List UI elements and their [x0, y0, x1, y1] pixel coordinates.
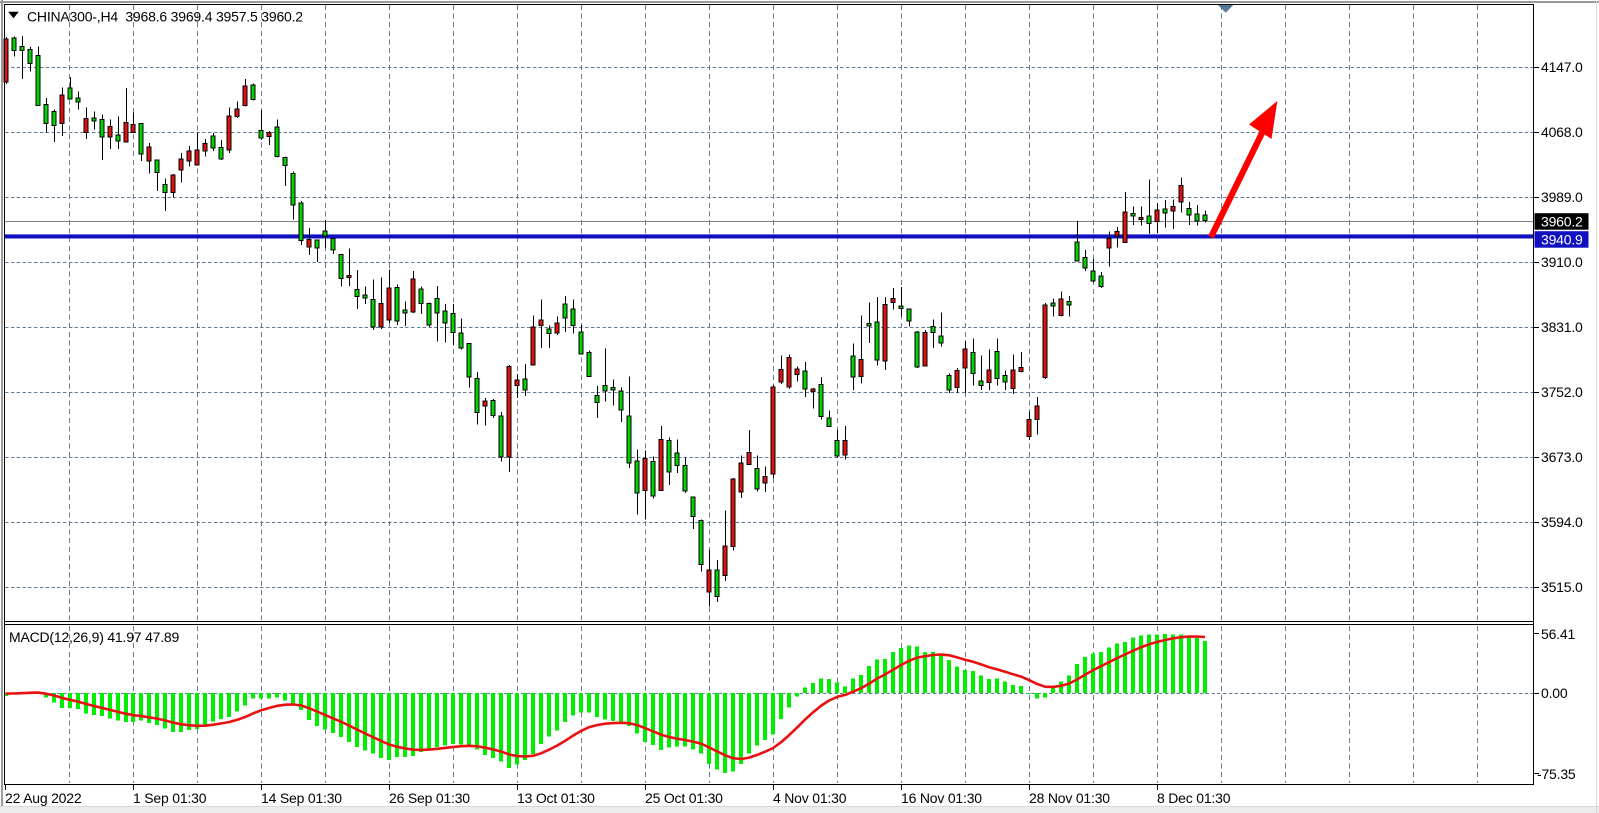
svg-text:3989.0: 3989.0: [1541, 189, 1583, 205]
svg-text:22 Aug 2022: 22 Aug 2022: [5, 790, 82, 806]
svg-text:3910.0: 3910.0: [1541, 254, 1583, 270]
svg-text:14 Sep 01:30: 14 Sep 01:30: [261, 790, 342, 806]
svg-text:4068.0: 4068.0: [1541, 124, 1583, 140]
svg-text:26 Sep 01:30: 26 Sep 01:30: [389, 790, 470, 806]
svg-text:3594.0: 3594.0: [1541, 514, 1583, 530]
svg-text:3752.0: 3752.0: [1541, 384, 1583, 400]
svg-text:1 Sep 01:30: 1 Sep 01:30: [133, 790, 207, 806]
svg-text:4147.0: 4147.0: [1541, 59, 1583, 75]
svg-text:3940.9: 3940.9: [1541, 232, 1583, 248]
svg-text:16 Nov 01:30: 16 Nov 01:30: [901, 790, 982, 806]
svg-text:3960.2: 3960.2: [1541, 214, 1583, 230]
svg-text:13 Oct 01:30: 13 Oct 01:30: [517, 790, 595, 806]
svg-text:8 Dec 01:30: 8 Dec 01:30: [1157, 790, 1231, 806]
svg-text:MACD(12,26,9) 41.97 47.89: MACD(12,26,9) 41.97 47.89: [9, 629, 180, 645]
svg-text:CHINA300-,H4 3968.6 3969.4 39: CHINA300-,H4 3968.6 3969.4 3957.5 3960.2: [27, 9, 303, 25]
svg-text:3673.0: 3673.0: [1541, 449, 1583, 465]
svg-text:56.41: 56.41: [1541, 626, 1575, 642]
svg-text:0.00: 0.00: [1541, 685, 1568, 701]
svg-text:3831.0: 3831.0: [1541, 319, 1583, 335]
svg-text:25 Oct 01:30: 25 Oct 01:30: [645, 790, 723, 806]
svg-text:28 Nov 01:30: 28 Nov 01:30: [1029, 790, 1110, 806]
svg-text:4 Nov 01:30: 4 Nov 01:30: [773, 790, 847, 806]
svg-text:-75.35: -75.35: [1537, 766, 1576, 782]
svg-text:3515.0: 3515.0: [1541, 579, 1583, 595]
